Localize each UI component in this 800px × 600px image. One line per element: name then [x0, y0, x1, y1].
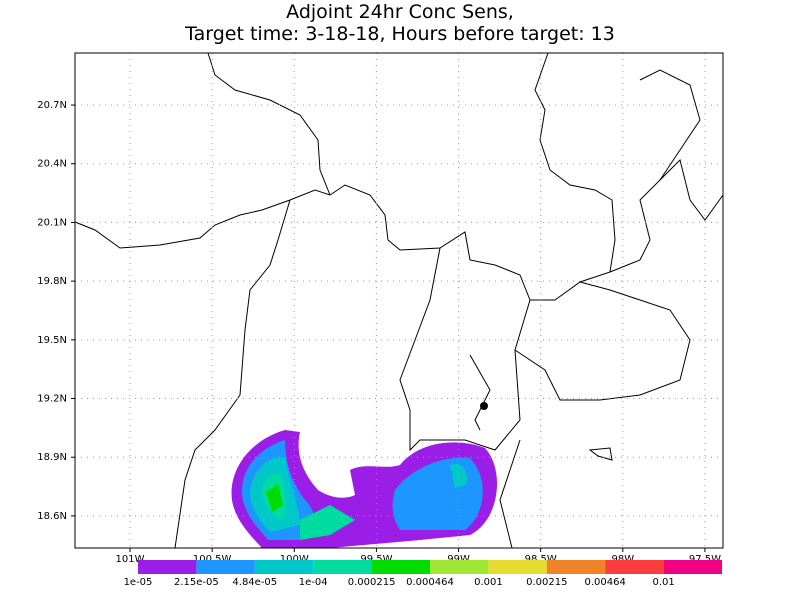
colorbar-label: 0.01: [652, 577, 674, 588]
x-tick-label: 100W: [280, 554, 309, 565]
contour-fill: [266, 484, 283, 512]
x-tick-label: 98W: [611, 554, 634, 565]
colorbar-label: 0.000215: [348, 577, 396, 588]
x-tick-label: 97.5W: [689, 554, 721, 565]
y-tick-label: 20.1N: [37, 217, 67, 228]
colorbar-label: 0.00464: [585, 577, 626, 588]
colorbar-box: [488, 560, 547, 574]
borders: [74, 52, 724, 549]
colorbar-box: [605, 560, 664, 574]
plot-area: [74, 52, 724, 549]
colorbar-label: 1e-04: [299, 577, 328, 588]
y-tick-label: 19.2N: [37, 394, 67, 405]
colorbar-box: [430, 560, 489, 574]
colorbar-box: [371, 560, 430, 574]
colorbar-label: 0.001: [474, 577, 503, 588]
x-tick-label: 100.5W: [193, 554, 232, 565]
y-tick-label: 18.9N: [37, 452, 67, 463]
plot-frame: [74, 52, 724, 549]
y-tick-label: 19.8N: [37, 276, 67, 287]
contour-fill: [450, 463, 468, 488]
colorbar-label: 0.00215: [526, 577, 567, 588]
x-tick-label: 99W: [447, 554, 470, 565]
y-tick-label: 20.7N: [37, 100, 67, 111]
title-line: Adjoint 24hr Conc Sens,: [286, 1, 514, 23]
x-tick-label: 98.5W: [525, 554, 557, 565]
colorbar-box: [196, 560, 255, 574]
colorbar-box: [546, 560, 606, 574]
target-marker: [480, 402, 488, 410]
colorbar-label: 1e-05: [124, 577, 153, 588]
colorbar-box: [313, 560, 372, 574]
colorbar-box: [254, 560, 314, 574]
colorbar-box: [663, 560, 722, 574]
colorbar-box: [138, 560, 197, 574]
contour-fill: [300, 505, 355, 540]
title-line: Target time: 3-18-18, Hours before targe…: [184, 23, 615, 45]
colorbar-label: 0.000464: [406, 577, 454, 588]
colorbar-label: 4.84e-05: [232, 577, 277, 588]
x-tick-label: 99.5W: [360, 554, 392, 565]
y-tick-label: 18.6N: [37, 511, 67, 522]
y-tick-label: 20.4N: [37, 159, 67, 170]
x-tick-label: 101W: [116, 554, 145, 565]
sensitivity-field: [231, 430, 498, 548]
colorbar-label: 2.15e-05: [174, 577, 219, 588]
y-tick-label: 19.5N: [37, 335, 67, 346]
